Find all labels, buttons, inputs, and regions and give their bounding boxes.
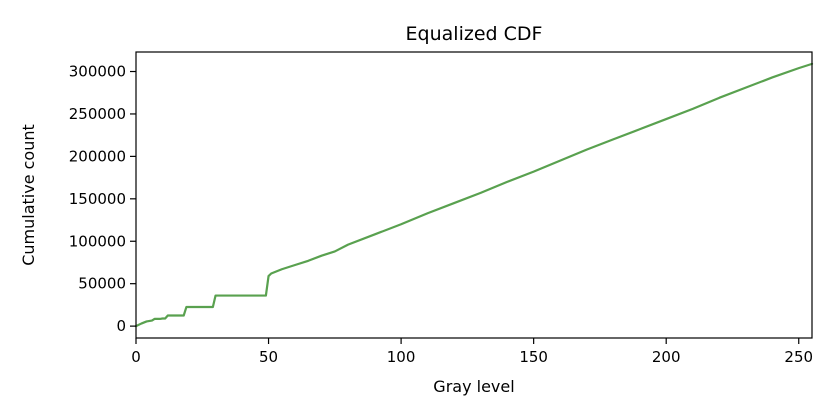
y-tick-label: 200000 <box>69 147 126 165</box>
y-tick-label: 0 <box>116 317 126 335</box>
y-axis: 0 50000 100000 150000 200000 250000 300000 <box>69 63 136 335</box>
series-line-0 <box>134 62 814 328</box>
y-tick-label: 150000 <box>69 190 126 208</box>
x-tick-label: 100 <box>387 348 416 366</box>
y-tick-label: 100000 <box>69 232 126 250</box>
y-tick-label: 50000 <box>78 275 126 293</box>
x-axis-label: Gray level <box>433 377 514 396</box>
series-layer <box>134 62 814 328</box>
x-tick-label: 150 <box>519 348 548 366</box>
x-axis: 0 50 100 150 200 250 <box>131 338 813 366</box>
plot-area <box>134 51 814 339</box>
x-tick-label: 200 <box>652 348 681 366</box>
y-tick-label: 250000 <box>69 105 126 123</box>
plot-frame <box>135 51 813 339</box>
x-tick-label: 0 <box>131 348 141 366</box>
chart-title: Equalized CDF <box>406 23 543 45</box>
x-tick-label: 50 <box>259 348 278 366</box>
y-tick-label: 300000 <box>69 63 126 81</box>
x-tick-label: 250 <box>784 348 813 366</box>
y-axis-label: Cumulative count <box>19 124 38 266</box>
